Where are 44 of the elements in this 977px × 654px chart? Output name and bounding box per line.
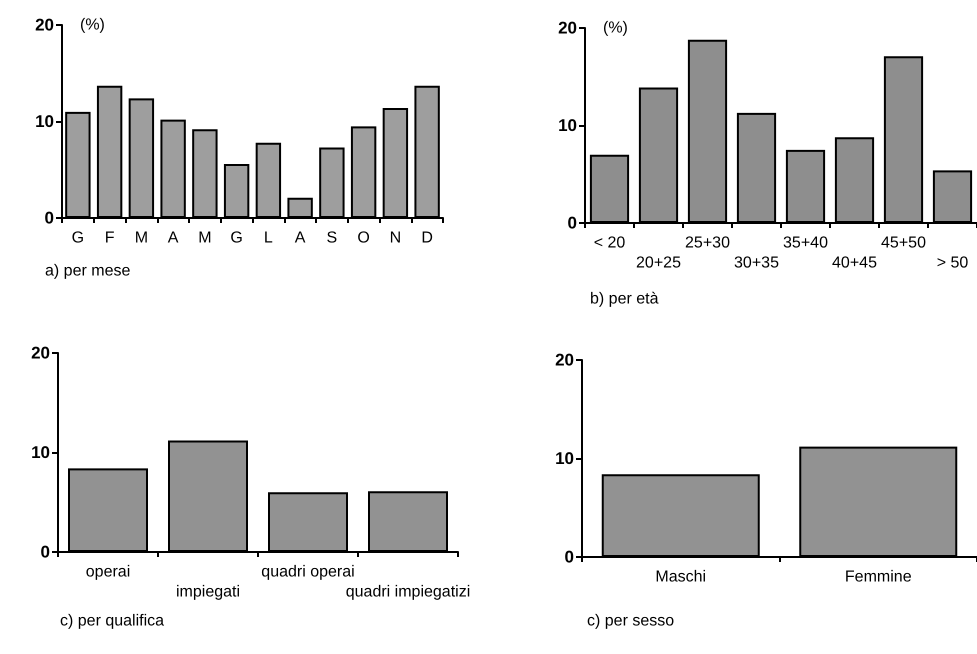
- text: b) per età: [590, 290, 659, 308]
- x-tick-label: L: [264, 230, 273, 246]
- x-tick-label: G: [72, 230, 84, 246]
- y-axis-title: (%): [80, 16, 105, 34]
- x-tick-label: < 20: [594, 234, 626, 252]
- text: c) per qualifica: [60, 612, 164, 630]
- y-tick-label: 0: [44, 208, 54, 228]
- x-tick-label: A: [168, 230, 179, 246]
- x-tick-label: impiegati: [176, 584, 240, 600]
- y-tick-label: 20: [558, 18, 577, 38]
- x-tick-label: A: [294, 230, 306, 246]
- y-axis-title: (%): [603, 20, 628, 36]
- x-tick-label: F: [104, 230, 115, 246]
- x-tick-label: 30+35: [734, 254, 780, 272]
- y-tick-label: 20: [555, 350, 574, 370]
- y-tick-label: 0: [568, 214, 577, 232]
- x-tick-label: G: [230, 230, 243, 246]
- x-tick-label: quadri impiegatizi: [346, 584, 470, 600]
- x-tick-label: 35+40: [783, 234, 828, 252]
- x-tick-label: 45+50: [881, 234, 926, 252]
- y-tick-label: 20: [31, 344, 50, 362]
- y-tick-label: 20: [35, 16, 54, 34]
- x-tick-label: 40+45: [832, 254, 878, 272]
- text: a) per mese: [45, 262, 130, 280]
- x-tick-label: M: [134, 230, 148, 246]
- x-tick-label: operai: [86, 564, 130, 580]
- x-tick-label: M: [198, 230, 212, 246]
- x-tick-label: 20+25: [636, 254, 682, 272]
- x-tick-label: N: [390, 230, 402, 246]
- y-tick-label: 10: [31, 443, 50, 462]
- y-tick-label: 10: [35, 112, 54, 131]
- x-tick-label: quadri operai: [261, 564, 355, 580]
- x-tick-label: 25+30: [685, 234, 730, 252]
- y-tick-label: 10: [558, 116, 577, 135]
- y-tick-label: 0: [40, 542, 50, 562]
- text: c) per sesso: [587, 612, 674, 630]
- x-tick-label: O: [357, 230, 370, 246]
- y-tick-label: 0: [564, 548, 574, 566]
- x-tick-label: Femmine: [844, 568, 912, 586]
- x-tick-label: > 50: [936, 254, 968, 272]
- x-tick-label: S: [326, 230, 338, 246]
- x-tick-label: Maschi: [655, 568, 706, 586]
- x-tick-label: D: [421, 230, 433, 246]
- y-tick-label: 10: [555, 449, 574, 468]
